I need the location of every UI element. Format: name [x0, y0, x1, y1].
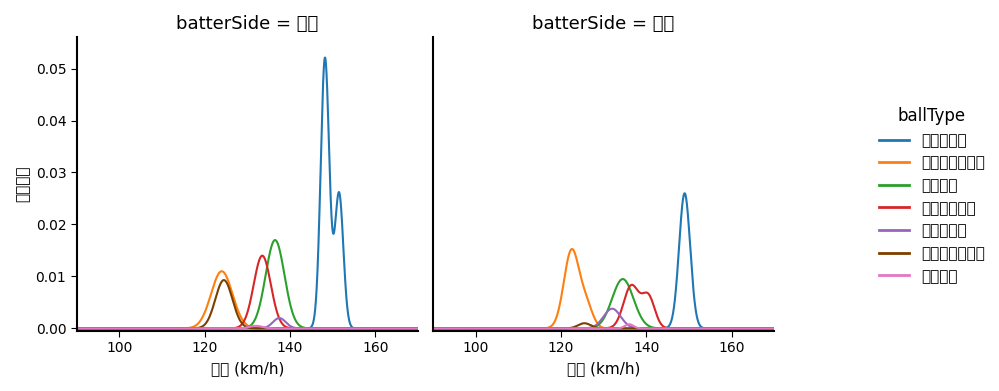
- Title: batterSide = 左打: batterSide = 左打: [176, 15, 319, 33]
- Legend: ストレート, ナックルカーブ, フォーク, カットボール, スライダー, チェンジアップ, シュート: ストレート, ナックルカーブ, フォーク, カットボール, スライダー, チェン…: [872, 101, 991, 290]
- Title: batterSide = 右打: batterSide = 右打: [532, 15, 674, 33]
- X-axis label: 球速 (km/h): 球速 (km/h): [566, 361, 640, 376]
- X-axis label: 球速 (km/h): 球速 (km/h): [211, 361, 284, 376]
- Y-axis label: 確率密度: 確率密度: [15, 166, 30, 203]
